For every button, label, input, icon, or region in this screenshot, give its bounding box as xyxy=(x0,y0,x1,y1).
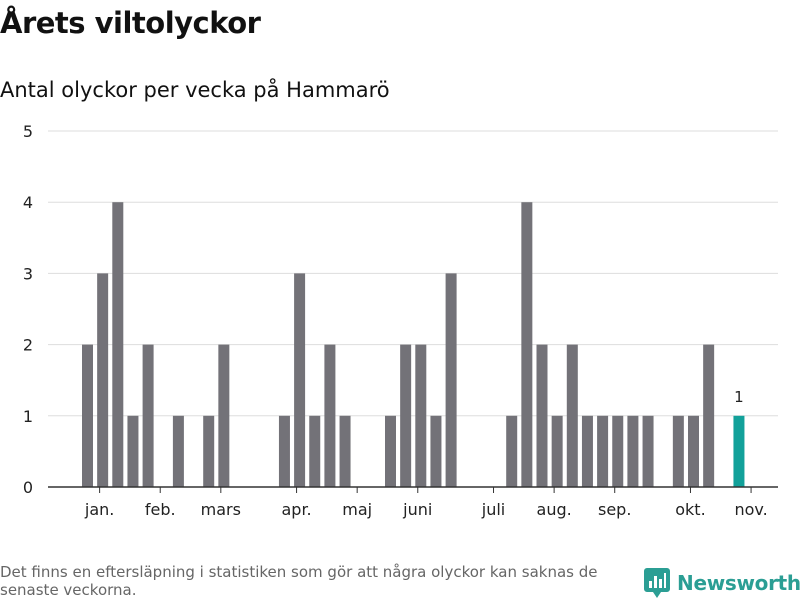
bar xyxy=(385,415,396,487)
bar xyxy=(445,273,457,487)
y-tick-label: 4 xyxy=(23,193,33,212)
bar xyxy=(309,415,321,487)
bar xyxy=(294,273,306,487)
x-tick-label: juni xyxy=(402,500,432,519)
bar xyxy=(551,415,563,487)
bar xyxy=(733,415,745,487)
bar xyxy=(612,415,624,487)
y-tick-label: 3 xyxy=(23,264,33,283)
bar xyxy=(521,202,533,487)
bar xyxy=(642,415,654,487)
newsworthy-logo-icon xyxy=(644,568,670,598)
bar xyxy=(112,202,124,487)
x-tick-label: apr. xyxy=(281,500,311,519)
y-tick-label: 0 xyxy=(23,478,33,497)
bar xyxy=(324,344,336,487)
bar xyxy=(566,344,578,487)
bar xyxy=(97,273,109,487)
bar xyxy=(172,415,184,487)
chart-subtitle: Antal olyckor per vecka på Hammarö xyxy=(0,78,390,102)
x-tick-label: maj xyxy=(342,500,372,519)
y-tick-label: 2 xyxy=(23,336,33,355)
bar xyxy=(218,344,230,487)
bar xyxy=(82,344,93,487)
x-tick-label: juli xyxy=(481,500,505,519)
footnote: Det finns en eftersläpning i statistiken… xyxy=(0,563,598,599)
newsworthy-logo: Newsworthy xyxy=(644,568,800,598)
y-tick-label: 1 xyxy=(23,407,33,426)
bar xyxy=(536,344,548,487)
bar xyxy=(430,415,442,487)
bar xyxy=(400,344,412,487)
bar xyxy=(627,415,639,487)
x-tick-label: okt. xyxy=(675,500,705,519)
x-tick-label: aug. xyxy=(537,500,572,519)
bar xyxy=(142,344,154,487)
bar xyxy=(597,415,609,487)
bar xyxy=(339,415,351,487)
bar xyxy=(415,344,427,487)
bar xyxy=(672,415,684,487)
x-tick-label: jan. xyxy=(84,500,114,519)
x-tick-label: nov. xyxy=(734,500,767,519)
newsworthy-logo-text: Newsworthy xyxy=(677,571,800,595)
y-tick-label: 5 xyxy=(23,122,33,141)
x-tick-label: sep. xyxy=(598,500,631,519)
bar xyxy=(127,415,139,487)
bar xyxy=(703,344,715,487)
bar xyxy=(581,415,593,487)
x-tick-label: feb. xyxy=(145,500,176,519)
bar xyxy=(203,415,215,487)
bar xyxy=(506,415,518,487)
bar xyxy=(688,415,699,487)
bar-chart: 0 1 2 3 4 5 jan. feb. mars apr. maj juni juli aug. sep… xyxy=(23,122,778,519)
bar xyxy=(278,415,290,487)
x-tick-label: mars xyxy=(201,500,241,519)
data-label: 1 xyxy=(734,388,744,406)
chart-title: Årets viltolyckor xyxy=(0,6,261,40)
